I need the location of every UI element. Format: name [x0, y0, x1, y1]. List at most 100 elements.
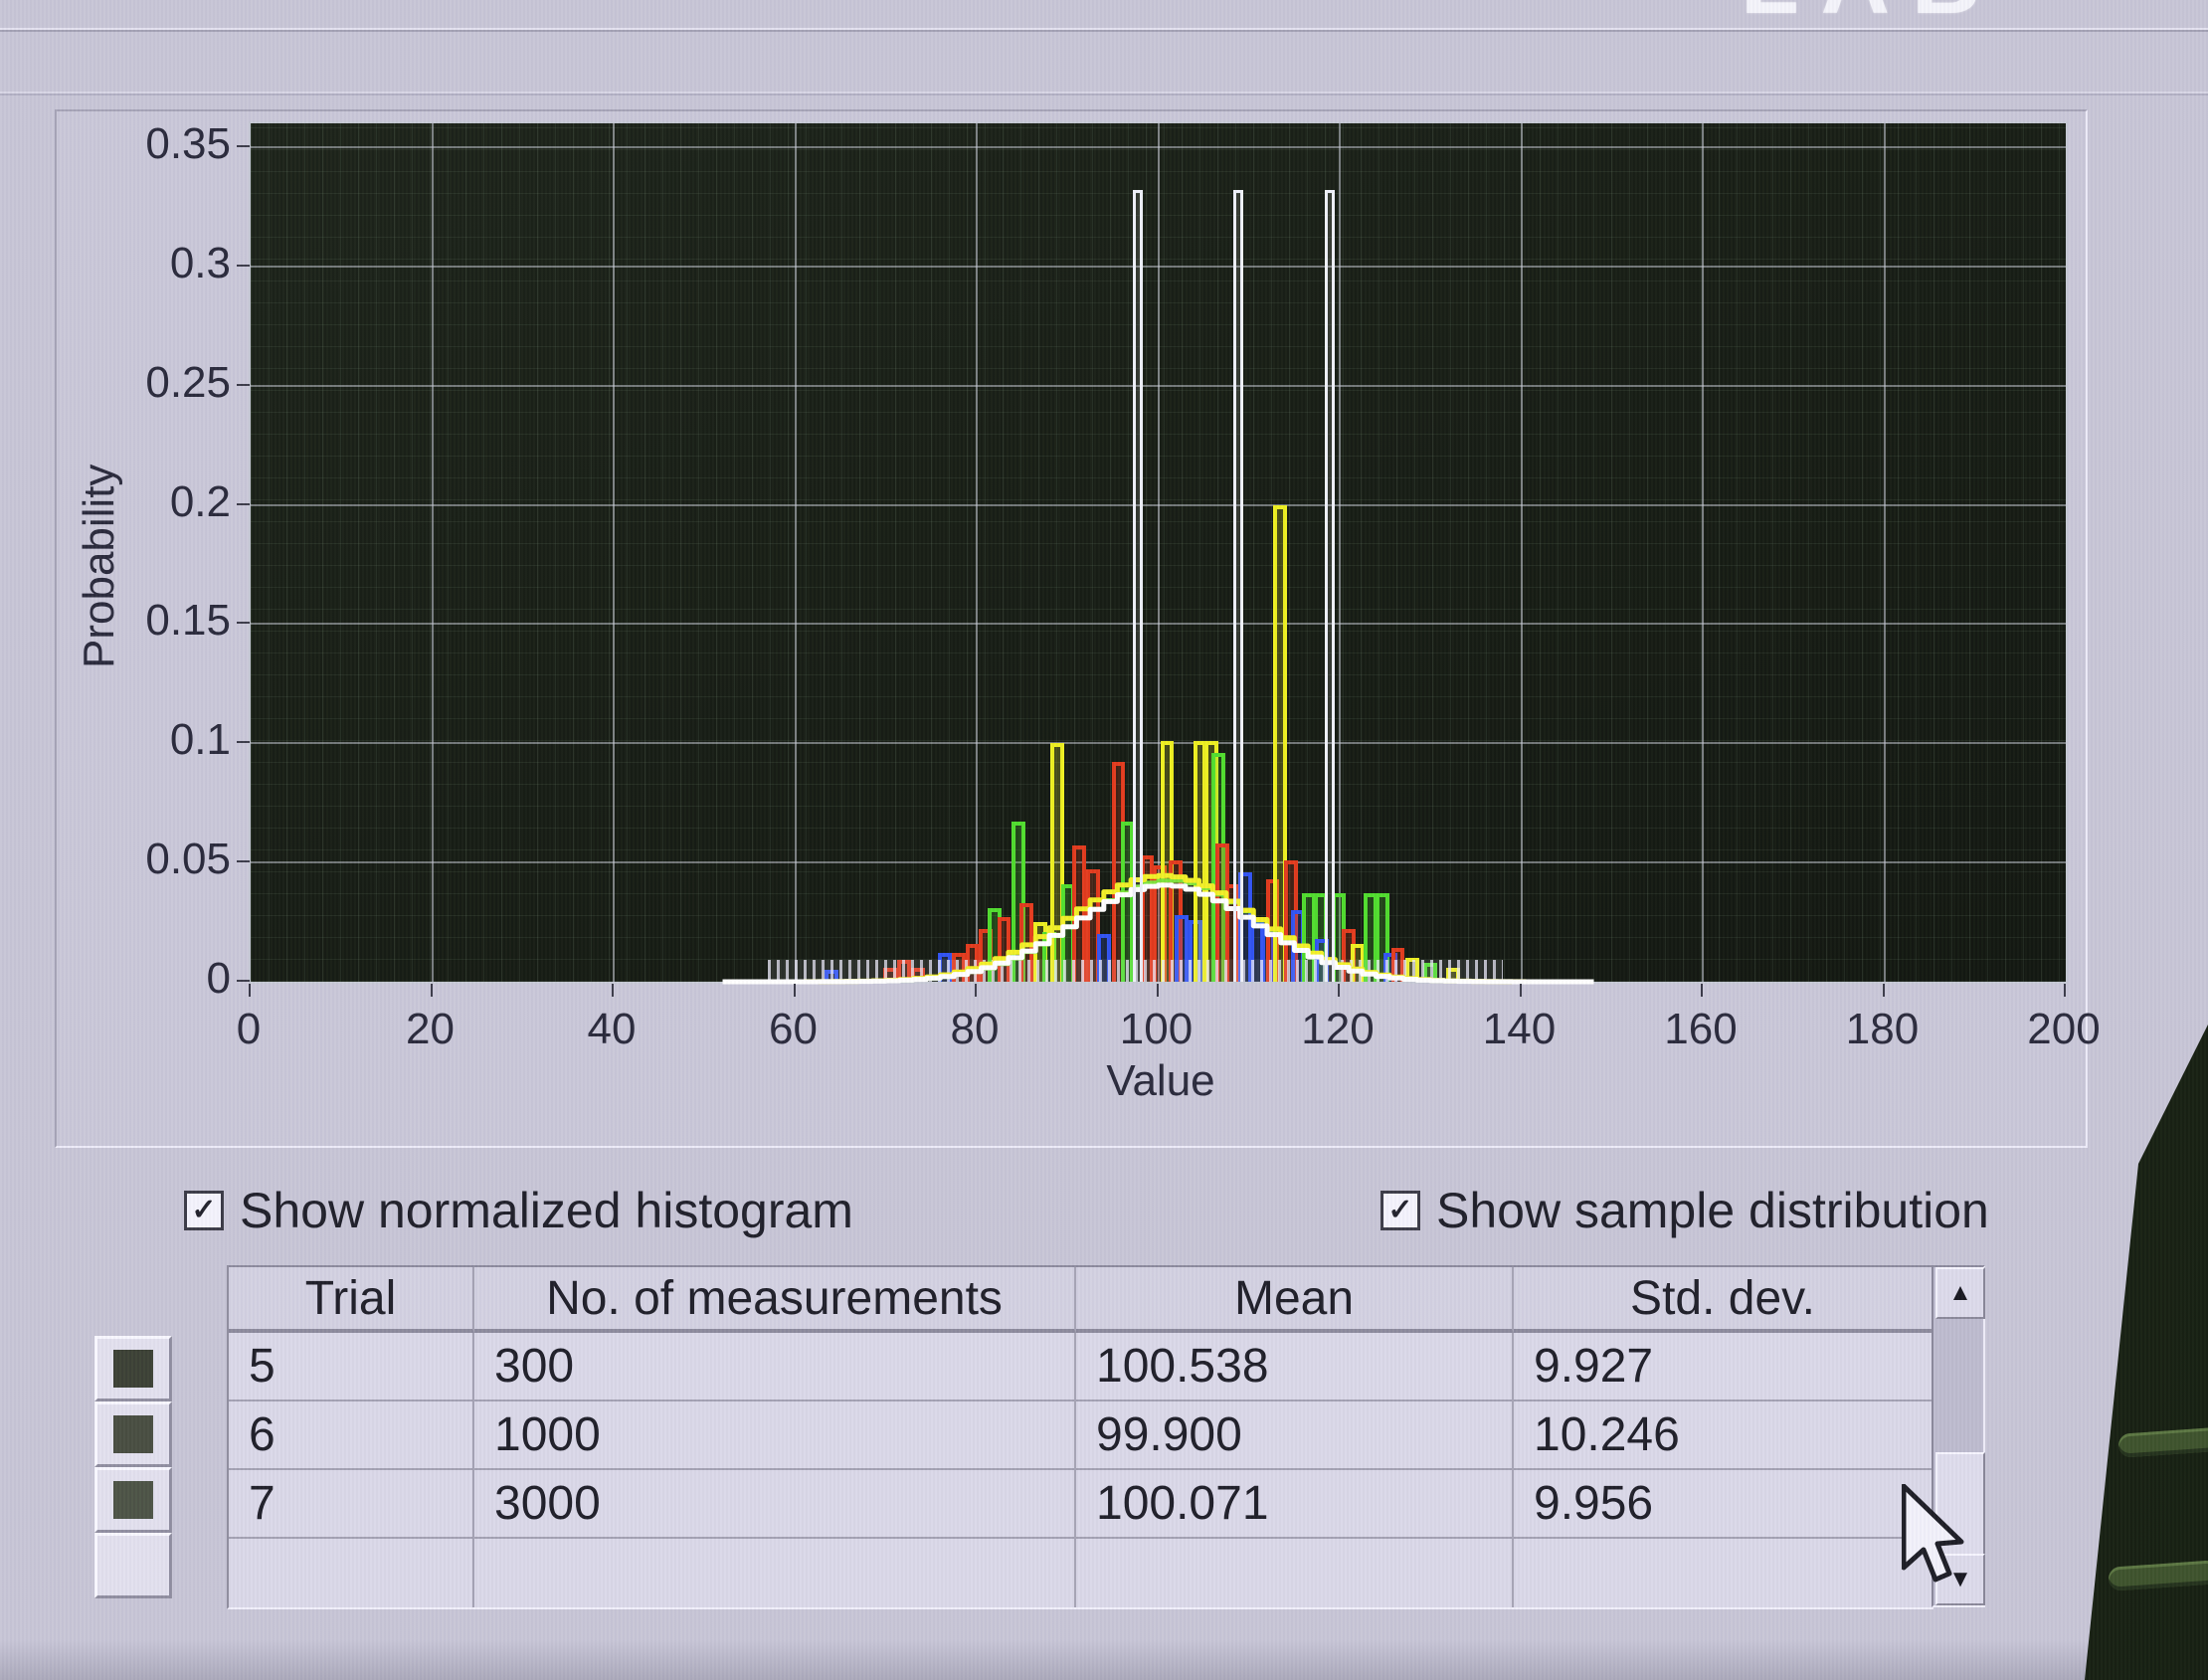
table-cell[interactable]: 6 [229, 1401, 474, 1470]
table-cell[interactable]: 7 [229, 1470, 474, 1539]
gridline-v [976, 123, 978, 982]
x-tick [1519, 984, 1522, 997]
trial-color-swatch [113, 1350, 153, 1388]
y-tick [237, 383, 250, 386]
trial-color-swatches [94, 1336, 172, 1598]
x-tick-label: 140 [1482, 1005, 1557, 1053]
gridline-h [251, 861, 2066, 864]
x-tick-label: 180 [1845, 1005, 1920, 1053]
table-cell[interactable] [229, 1539, 474, 1607]
x-tick [975, 984, 977, 997]
table-cell[interactable]: 9.956 [1514, 1470, 1932, 1539]
table-cell[interactable] [1076, 1539, 1514, 1607]
trial-7-sample-distribution-curve [722, 882, 1594, 985]
histogram-chart: 0 20 40 60 80 100 120 140 160 180 200 0.35 0.3 0.25 0… [55, 109, 2101, 1148]
y-tick [237, 264, 250, 267]
x-tick-label: 120 [1301, 1005, 1375, 1053]
x-tick [1156, 984, 1159, 997]
x-tick-label: 40 [587, 1005, 637, 1053]
x-tick-label: 160 [1664, 1005, 1738, 1053]
y-tick [237, 741, 250, 744]
gridline-h [251, 265, 2066, 268]
table-cell[interactable]: 3000 [474, 1470, 1076, 1539]
bottom-shade [0, 1640, 2208, 1680]
table-cell[interactable]: 100.071 [1076, 1470, 1514, 1539]
table-cell[interactable] [474, 1539, 1076, 1607]
x-tick [2064, 984, 2066, 997]
gridline-v [431, 123, 434, 982]
y-tick-label: 0.1 [169, 715, 231, 765]
table-header-row: Trial No. of measurements Mean Std. dev. [229, 1267, 1932, 1333]
scroll-up-button[interactable]: ▲ [1935, 1267, 1985, 1319]
gridline-h [251, 384, 2066, 387]
x-tick-label: 60 [769, 1005, 818, 1053]
trial-color-swatch [113, 1415, 153, 1453]
y-tick-label: 0.25 [145, 357, 231, 407]
sample-distribution-checkbox[interactable]: ✓ [1380, 1191, 1420, 1230]
table-row-2: 7 3000 100.071 9.956 [229, 1470, 1932, 1539]
table-row-1: 6 1000 99.900 10.246 [229, 1401, 1932, 1470]
x-tick [1701, 984, 1703, 997]
x-tick-label: 20 [406, 1005, 455, 1053]
vent-slot [2117, 1426, 2208, 1458]
y-tick-label: 0.15 [145, 596, 231, 646]
normalized-histogram-label: Show normalized histogram [240, 1183, 853, 1238]
x-tick-label: 100 [1119, 1005, 1194, 1053]
sample-distribution-label: Show sample distribution [1436, 1183, 1989, 1238]
gridline-v [1339, 123, 1341, 982]
spike-bar-white [1232, 190, 1243, 982]
gridline-v [1157, 123, 1160, 982]
x-tick [249, 984, 251, 997]
column-header: Std. dev. [1514, 1267, 1932, 1333]
x-axis-title: Value [1106, 1056, 1215, 1105]
gridline-h [251, 145, 2066, 148]
spike-bar-white [1132, 190, 1143, 982]
table-cell[interactable]: 1000 [474, 1401, 1076, 1470]
trial-swatch-button-4[interactable] [94, 1533, 172, 1598]
y-tick [237, 502, 250, 505]
trial-5-sample-distribution-curve [722, 878, 1594, 984]
trial-6-sample-distribution-curve [722, 872, 1594, 985]
clipped-logo-text: LAB [1741, 0, 2099, 17]
gridline-v [794, 123, 797, 982]
x-tick [1338, 984, 1340, 997]
y-tick [237, 144, 250, 147]
x-tick [1882, 984, 1885, 997]
y-axis-title: Probability [75, 464, 123, 668]
options-row: ✓ Show normalized histogram ✓ Show sampl… [0, 1182, 2208, 1241]
gridline-v [1520, 123, 1523, 982]
trials-table[interactable]: Trial No. of measurements Mean Std. dev. 5 30… [227, 1265, 1933, 1609]
histogram-bar-green [1120, 822, 1135, 982]
spike-bar-white [1324, 190, 1335, 982]
x-tick-label: 200 [2027, 1005, 2101, 1053]
gridline-v [1883, 123, 1886, 982]
table-cell[interactable]: 9.927 [1514, 1333, 1932, 1401]
x-tick-label: 0 [236, 1005, 262, 1053]
x-tick [430, 984, 433, 997]
table-cell[interactable] [1514, 1539, 1932, 1607]
sample-distribution-control: ✓ Show sample distribution [1380, 1182, 1989, 1239]
y-tick-label: 0 [206, 954, 231, 1003]
table-row-0: 5 300 100.538 9.927 [229, 1333, 1932, 1401]
scroll-down-icon: ▼ [1948, 1566, 1972, 1592]
table-cell[interactable]: 99.900 [1076, 1401, 1514, 1470]
table-cell[interactable]: 100.538 [1076, 1333, 1514, 1401]
table-cell[interactable]: 10.246 [1514, 1401, 1932, 1470]
x-tick [612, 984, 614, 997]
trial-swatch-button-1[interactable] [94, 1336, 172, 1401]
column-header: Trial [229, 1267, 474, 1333]
y-tick-label: 0.2 [169, 476, 231, 526]
histogram-bar-yellow [1272, 504, 1287, 982]
table-row-3 [229, 1539, 1932, 1607]
normalized-histogram-control: ✓ Show normalized histogram [184, 1182, 853, 1239]
trial-swatch-button-2[interactable] [94, 1401, 172, 1467]
trial-swatch-button-3[interactable] [94, 1467, 172, 1533]
gridline-h [251, 742, 2066, 745]
table-cell[interactable]: 5 [229, 1333, 474, 1401]
gridline-v [1702, 123, 1704, 982]
vent-slot [2108, 1560, 2208, 1591]
table-cell[interactable]: 300 [474, 1333, 1076, 1401]
x-tick [793, 984, 796, 997]
sample-distribution-curves [722, 872, 1594, 985]
normalized-histogram-checkbox[interactable]: ✓ [184, 1191, 224, 1230]
